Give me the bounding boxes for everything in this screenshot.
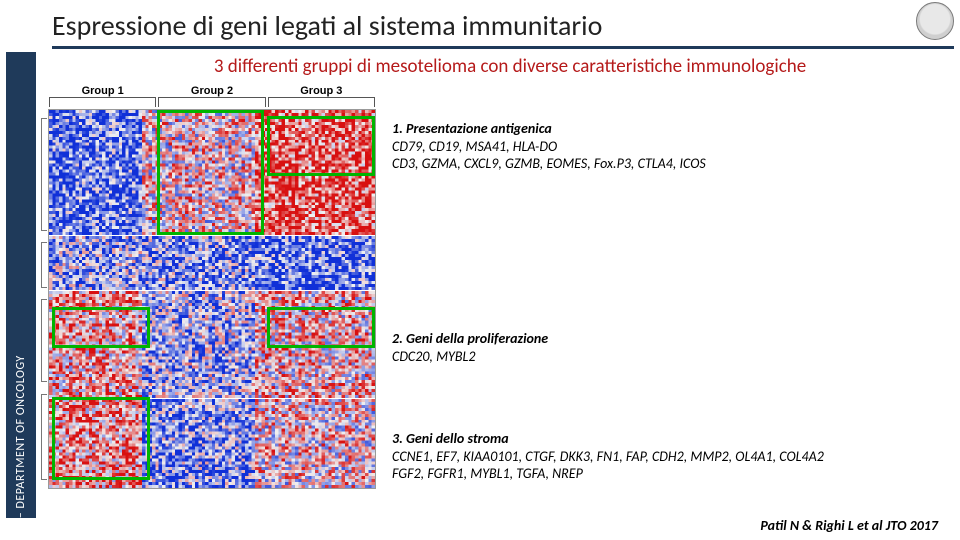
annotations: 1. Presentazione antigenicaCD79, CD19, M… <box>392 120 942 510</box>
title-bar: Espressione di geni legati al sistema im… <box>52 4 950 46</box>
group-label: Group 3 <box>267 85 376 97</box>
heatmap-section <box>49 291 375 398</box>
annotation-title: 2. Geni della proliferazione <box>392 330 548 348</box>
heatmap-column <box>142 236 255 290</box>
group-label: Group 2 <box>157 85 266 97</box>
heatmap <box>48 109 376 489</box>
heatmap-column <box>49 110 142 235</box>
annotation-line: CD79, CD19, MSA41, HLA-DO <box>392 138 706 156</box>
sidebar-label: UNIVERSITY OF TORINO – DEPARTMENT OF ONC… <box>14 355 28 540</box>
dendrogram-top <box>48 97 376 109</box>
title-underline <box>52 46 954 49</box>
heatmap-column <box>49 236 142 290</box>
annotation-line: FGF2, FGFR1, MYBL1, TGFA, NREP <box>392 465 824 483</box>
heatmap-column <box>255 399 375 488</box>
heatmap-section <box>49 399 375 488</box>
heatmap-group-labels: Group 1 Group 2 Group 3 <box>48 85 376 97</box>
heatmap-area: Group 1 Group 2 Group 3 <box>48 85 376 500</box>
annotation-line: CCNE1, EF7, KIAA0101, CTGF, DKK3, FN1, F… <box>392 448 824 466</box>
subtitle: 3 differenti gruppi di mesotelioma con d… <box>80 55 940 78</box>
heatmap-column <box>255 291 375 398</box>
heatmap-column <box>255 110 375 235</box>
annotation-title: 3. Geni dello stroma <box>392 430 824 448</box>
group-label: Group 1 <box>48 85 157 97</box>
annotation: 1. Presentazione antigenicaCD79, CD19, M… <box>392 120 706 173</box>
slide: Espressione di geni legati al sistema im… <box>0 0 960 540</box>
university-seal-icon <box>916 2 954 40</box>
dendrogram-left <box>41 110 49 488</box>
annotation: 2. Geni della proliferazioneCDC20, MYBL2 <box>392 330 548 365</box>
heatmap-column <box>142 110 255 235</box>
slide-title: Espressione di geni legati al sistema im… <box>52 8 602 43</box>
heatmap-column <box>142 291 255 398</box>
heatmap-section <box>49 110 375 235</box>
annotation-line: CD3, GZMA, CXCL9, GZMB, EOMES, Fox.P3, C… <box>392 155 706 173</box>
heatmap-column <box>49 291 142 398</box>
heatmap-column <box>255 236 375 290</box>
sidebar: UNIVERSITY OF TORINO – DEPARTMENT OF ONC… <box>6 52 36 518</box>
annotation: 3. Geni dello stromaCCNE1, EF7, KIAA0101… <box>392 430 824 483</box>
heatmap-column <box>49 399 142 488</box>
heatmap-section <box>49 236 375 290</box>
annotation-line: CDC20, MYBL2 <box>392 348 548 366</box>
citation: Patil N & Righi L et al JTO 2017 <box>760 517 938 534</box>
heatmap-column <box>142 399 255 488</box>
annotation-title: 1. Presentazione antigenica <box>392 120 706 138</box>
